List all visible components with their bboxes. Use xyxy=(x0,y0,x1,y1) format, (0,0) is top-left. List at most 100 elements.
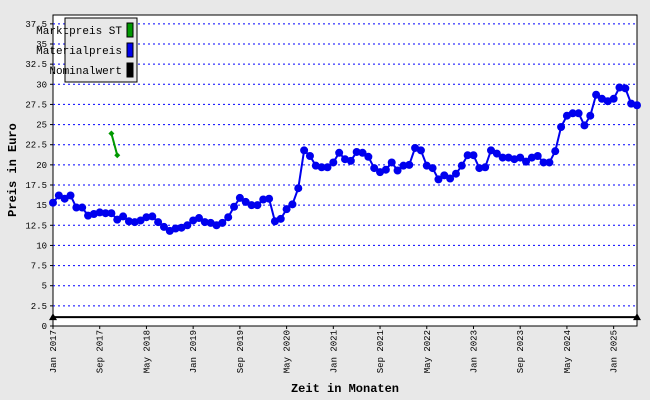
point xyxy=(300,146,309,155)
point xyxy=(78,203,87,212)
point xyxy=(49,313,57,321)
x-tick-label: Sep 2017 xyxy=(96,330,106,373)
x-tick-label: May 2020 xyxy=(283,330,293,373)
point xyxy=(393,166,402,175)
point xyxy=(49,198,57,207)
point xyxy=(154,218,163,227)
y-tick-label: 0 xyxy=(42,322,47,332)
point xyxy=(609,94,618,103)
point xyxy=(387,158,396,167)
point xyxy=(72,203,81,212)
point xyxy=(124,217,133,226)
point xyxy=(633,313,641,321)
y-tick-label: 30 xyxy=(36,80,47,90)
point xyxy=(200,218,209,227)
point xyxy=(516,153,525,162)
legend-label: Marktpreis ST xyxy=(36,26,122,38)
y-tick-label: 5 xyxy=(42,282,47,292)
x-tick-label: Sep 2023 xyxy=(516,330,526,373)
point xyxy=(446,174,455,183)
point xyxy=(282,205,291,214)
plot-area xyxy=(52,14,638,327)
point xyxy=(592,90,601,99)
x-tick-label: Jan 2023 xyxy=(469,330,479,373)
legend-box xyxy=(64,17,138,83)
point xyxy=(288,200,297,209)
point xyxy=(276,214,285,223)
point xyxy=(557,122,566,131)
point xyxy=(346,156,355,165)
point xyxy=(136,216,145,225)
point xyxy=(492,149,501,158)
legend-label: Materialpreis xyxy=(36,46,122,58)
y-axis-title: Preis in Euro xyxy=(6,123,20,217)
point xyxy=(469,151,478,160)
point xyxy=(533,151,542,160)
point xyxy=(305,151,314,160)
point xyxy=(633,101,641,110)
point xyxy=(615,83,624,92)
point xyxy=(416,146,425,155)
point xyxy=(364,152,373,161)
legend-swatch xyxy=(126,62,134,78)
y-tick-label: 37.5 xyxy=(25,20,47,30)
legend-swatch xyxy=(126,22,134,38)
point xyxy=(352,147,361,156)
point xyxy=(230,202,239,211)
point xyxy=(457,161,466,170)
point xyxy=(428,164,437,173)
point xyxy=(399,161,408,170)
point xyxy=(440,171,449,180)
y-tick-label: 25 xyxy=(36,121,47,131)
y-tick-label: 7.5 xyxy=(31,262,47,272)
point xyxy=(114,152,121,159)
x-tick-label: Jan 2019 xyxy=(189,330,199,373)
legend-swatch xyxy=(126,42,134,58)
point xyxy=(247,201,256,210)
point xyxy=(253,201,262,210)
x-tick-label: Jan 2017 xyxy=(49,330,59,373)
point xyxy=(358,148,367,157)
y-tick-label: 17.5 xyxy=(25,181,47,191)
y-tick-label: 2.5 xyxy=(31,302,47,312)
point xyxy=(481,163,490,172)
y-tick-label: 12.5 xyxy=(25,221,47,231)
point xyxy=(522,157,531,166)
point xyxy=(463,151,472,160)
point xyxy=(54,191,63,200)
point xyxy=(451,169,460,178)
point xyxy=(159,222,168,231)
point xyxy=(241,197,250,206)
point xyxy=(487,146,495,155)
point xyxy=(108,130,115,137)
x-tick-label: Jan 2021 xyxy=(329,330,339,373)
point xyxy=(218,218,227,227)
point xyxy=(498,153,507,162)
point xyxy=(329,158,338,167)
point xyxy=(265,194,274,203)
point xyxy=(551,147,560,156)
series-line xyxy=(110,133,119,156)
point xyxy=(580,121,589,130)
point xyxy=(539,158,548,167)
point xyxy=(574,109,583,118)
x-tick-label: May 2024 xyxy=(563,330,573,373)
point xyxy=(545,158,554,167)
point xyxy=(405,160,414,169)
point xyxy=(317,163,326,172)
point xyxy=(142,213,151,222)
point xyxy=(101,209,110,218)
point xyxy=(586,111,595,120)
y-tick-label: 35 xyxy=(36,40,47,50)
x-tick-label: May 2018 xyxy=(142,330,152,373)
point xyxy=(195,214,203,223)
point xyxy=(224,213,233,222)
x-tick-label: Jan 2025 xyxy=(610,330,620,373)
x-axis-title: Zeit in Monaten xyxy=(291,382,399,396)
point xyxy=(95,208,104,217)
point xyxy=(294,184,303,193)
point xyxy=(66,191,75,200)
point xyxy=(381,165,390,174)
point xyxy=(113,215,122,224)
point xyxy=(171,224,180,233)
